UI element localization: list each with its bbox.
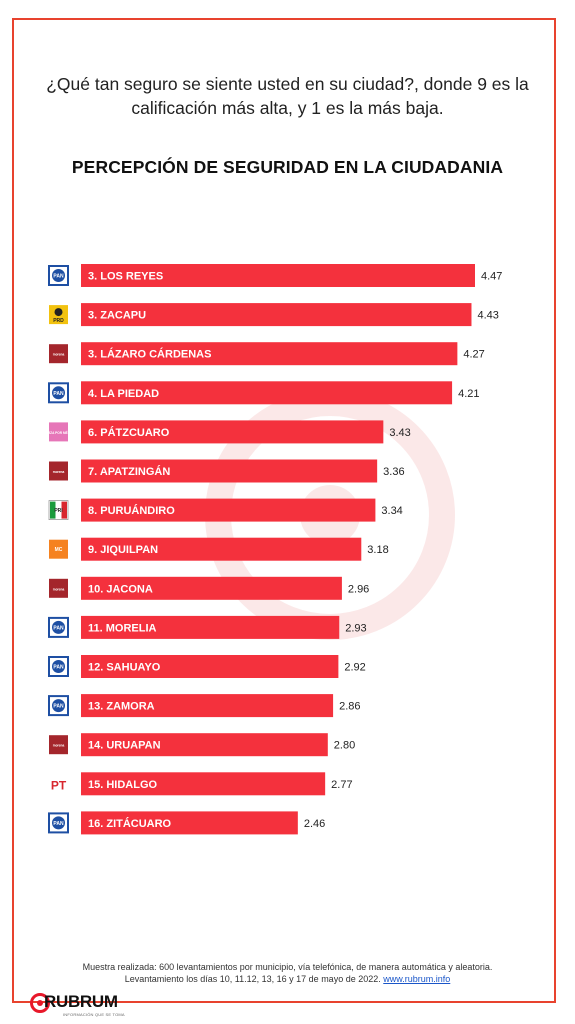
party-icon-text: PAN: [53, 625, 64, 631]
value-label: 2.93: [345, 622, 366, 634]
footer-note: Muestra realizada: 600 levantamientos po…: [50, 961, 525, 985]
rubrum-ring-icon: [30, 993, 50, 1013]
category-label: 3. LOS REYES: [88, 271, 163, 283]
morena-logo-icon: morena: [49, 344, 68, 364]
category-label: 9. JIQUILPAN: [88, 544, 158, 556]
category-label: 11. MORELIA: [88, 622, 157, 634]
pan-logo-icon: PAN: [48, 656, 69, 677]
value-label: 4.21: [458, 388, 479, 400]
party-icon-text: MC: [55, 547, 63, 553]
prd-logo-icon: PRD: [49, 305, 68, 325]
party-icon-text: PAN: [53, 665, 64, 671]
morena-logo-icon: morena: [49, 735, 68, 755]
category-label: 6. PÁTZCUARO: [88, 426, 170, 439]
party-icon-text: morena: [53, 353, 65, 357]
survey-question: ¿Qué tan seguro se siente usted en su ci…: [46, 74, 529, 118]
value-label: 3.43: [389, 427, 410, 439]
bar: [81, 498, 376, 522]
date-note: Levantamiento los días 10, 11.12, 13, 16…: [50, 973, 525, 985]
category-label: 8. PURUÁNDIRO: [88, 504, 175, 517]
party-icon-text: PRD: [53, 318, 64, 324]
category-label: 10. JACONA: [88, 583, 153, 595]
pt-logo-icon: PT: [49, 774, 68, 794]
pan-logo-icon: PAN: [48, 695, 69, 717]
party-icon-text: FUERZA POR MÉXICO: [41, 430, 76, 435]
pan-logo-icon: PAN: [48, 382, 69, 404]
bar: [81, 772, 326, 796]
bar: [81, 459, 378, 483]
value-label: 4.27: [463, 349, 484, 361]
movimiento-ciudadano-logo-icon: MC: [49, 539, 68, 559]
value-label: 4.43: [477, 310, 498, 322]
bar: [81, 655, 339, 678]
category-label: 7. APATZINGÁN: [88, 465, 170, 478]
category-label: 13. ZAMORA: [88, 701, 155, 713]
bar: [81, 420, 384, 444]
party-icon-text: morena: [53, 587, 65, 591]
bar: [81, 264, 475, 287]
category-label: 12. SAHUAYO: [88, 662, 161, 674]
bar: [81, 694, 334, 718]
fuerza-por-mexico-logo-icon: FUERZA POR MÉXICO: [41, 422, 76, 442]
value-label: 2.46: [304, 818, 325, 830]
bar: [81, 303, 472, 327]
morena-logo-icon: morena: [49, 578, 68, 598]
value-label: 2.80: [334, 740, 355, 752]
value-label: 2.96: [348, 583, 369, 595]
party-icon-text: PAN: [53, 391, 64, 397]
category-label: 16. ZITÁCUARO: [88, 817, 172, 830]
brand-name: RUBRUM: [44, 992, 118, 1011]
value-label: 4.47: [481, 271, 502, 283]
website-link[interactable]: www.rubrum.info: [383, 974, 451, 984]
party-icon-text: morena: [53, 470, 65, 474]
pan-logo-icon: PAN: [48, 616, 69, 638]
party-icon-text: PAN: [53, 274, 64, 280]
party-icon-text: PRI: [54, 508, 63, 514]
party-icon-text: PAN: [53, 821, 64, 827]
chart-title: PERCEPCIÓN DE SEGURIDAD EN LA CIUDADANIA: [71, 157, 504, 177]
bar: [81, 811, 298, 835]
pan-logo-icon: PAN: [48, 265, 69, 286]
value-label: 2.92: [344, 662, 365, 674]
category-label: 15. HIDALGO: [88, 779, 158, 791]
category-label: 4. LA PIEDAD: [88, 388, 159, 400]
bar: [81, 615, 340, 639]
category-label: 3. ZACAPU: [88, 310, 146, 322]
party-icon-text: morena: [53, 744, 65, 748]
sample-note: Muestra realizada: 600 levantamientos po…: [82, 962, 493, 972]
pri-logo-icon: PRI: [48, 500, 69, 521]
bar: [81, 342, 458, 366]
value-label: 3.34: [381, 505, 402, 517]
morena-logo-icon: morena: [49, 461, 68, 481]
value-label: 3.18: [367, 544, 388, 556]
value-label: 2.86: [339, 701, 360, 713]
bar: [81, 537, 362, 561]
bar: [81, 733, 328, 757]
category-label: 14. URUAPAN: [88, 740, 161, 752]
party-icon-text: PT: [51, 778, 67, 792]
party-icon-text: PAN: [53, 704, 64, 710]
value-label: 3.36: [383, 466, 404, 478]
bar: [81, 576, 342, 600]
date-note-text: Levantamiento los días 10, 11.12, 13, 16…: [124, 974, 381, 984]
brand-tagline: INFORMACIÓN QUE SE TOMA: [63, 1012, 125, 1017]
pan-logo-icon: PAN: [48, 812, 69, 834]
value-label: 2.77: [331, 779, 352, 791]
bar: [81, 381, 453, 405]
category-label: 3. LÁZARO CÁRDENAS: [88, 348, 211, 361]
